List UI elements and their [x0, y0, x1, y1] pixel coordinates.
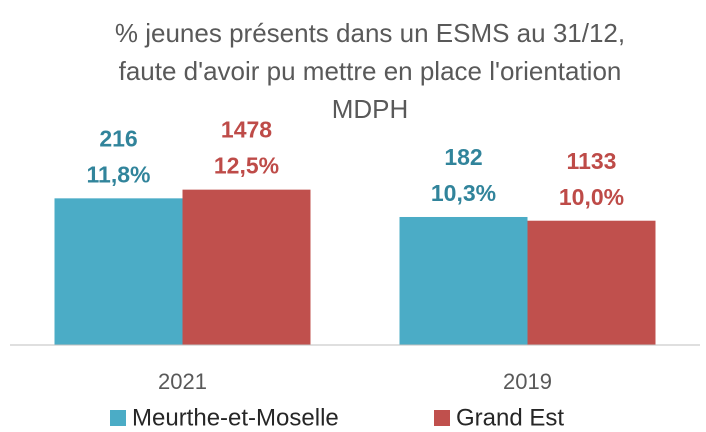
x-tick-label: 2019 [503, 369, 552, 394]
legend-swatch [110, 410, 126, 426]
value-label: 10,3% [431, 180, 496, 206]
count-label: 1478 [221, 117, 272, 143]
legend-label: Grand Est [456, 404, 564, 431]
legend-label: Meurthe-et-Moselle [132, 404, 339, 431]
count-label: 216 [99, 125, 137, 151]
bar [527, 220, 656, 345]
chart-title: faute d'avoir pu mettre en place l'orien… [119, 56, 622, 86]
value-label: 11,8% [87, 161, 151, 187]
x-tick-label: 2021 [158, 369, 207, 394]
value-label: 10,0% [559, 184, 624, 210]
bar [399, 216, 528, 345]
value-label: 12,5% [214, 153, 279, 179]
count-label: 1133 [567, 148, 617, 174]
bar [182, 189, 311, 345]
chart-title: % jeunes présents dans un ESMS au 31/12, [115, 18, 625, 48]
legend-swatch [434, 410, 450, 426]
bar [54, 198, 183, 345]
chart-title: MDPH [332, 94, 409, 124]
count-label: 182 [444, 144, 482, 170]
